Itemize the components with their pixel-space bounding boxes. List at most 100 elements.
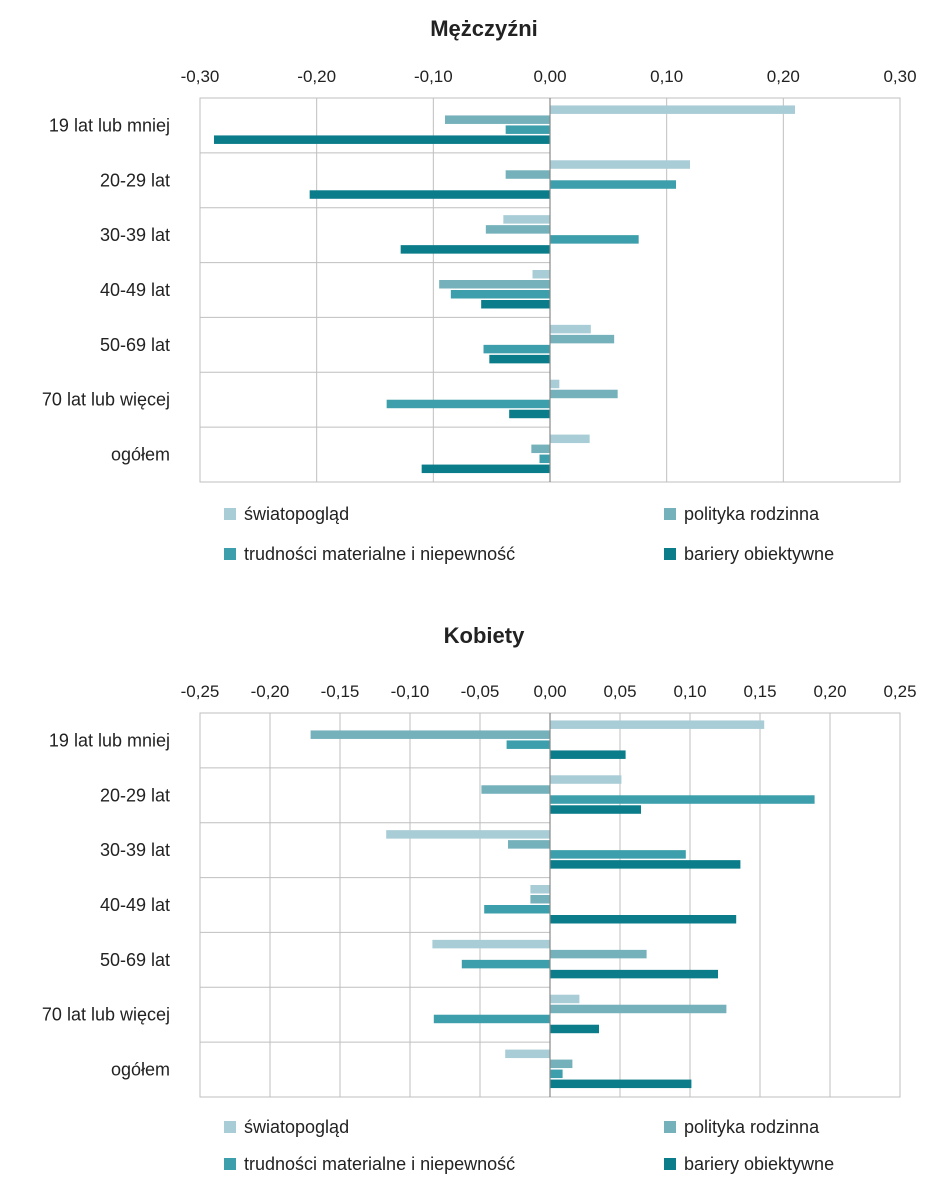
category-label: 30-39 lat <box>100 840 170 860</box>
bar-3-6 <box>421 464 550 474</box>
x-tick-label: 0,15 <box>743 682 776 701</box>
category-label: 20-29 lat <box>100 170 170 190</box>
bar-2-5 <box>433 1014 550 1024</box>
category-label: 50-69 lat <box>100 950 170 970</box>
bar-2-1 <box>550 180 676 189</box>
legend-label: trudności materialne i niepewność <box>244 1154 515 1174</box>
category-label: 20-29 lat <box>100 785 170 805</box>
bar-3-1 <box>550 805 641 814</box>
category-label: 40-49 lat <box>100 280 170 300</box>
x-tick-label: 0,20 <box>813 682 846 701</box>
legend-swatch <box>224 548 236 560</box>
bar-0-5 <box>550 994 580 1004</box>
legend-label: bariery obiektywne <box>684 1154 834 1174</box>
legend-swatch <box>224 1121 236 1133</box>
x-tick-label: 0,10 <box>650 67 683 86</box>
legend-label: światopogląd <box>244 504 349 524</box>
legend-label: światopogląd <box>244 1117 349 1137</box>
bar-2-3 <box>450 290 550 299</box>
category-label: 19 lat lub mniej <box>49 730 170 750</box>
bar-3-6 <box>550 1079 692 1089</box>
x-tick-label: -0,10 <box>414 67 453 86</box>
bar-1-5 <box>550 389 618 399</box>
bar-2-5 <box>386 399 550 409</box>
bar-3-4 <box>489 354 550 364</box>
legend-swatch <box>664 1121 676 1133</box>
bar-1-5 <box>550 1004 727 1014</box>
x-tick-label: -0,05 <box>461 682 500 701</box>
bar-1-6 <box>550 1059 573 1069</box>
x-tick-label: -0,10 <box>391 682 430 701</box>
bar-3-3 <box>481 300 550 309</box>
bar-3-1 <box>309 190 550 199</box>
legend-label: bariery obiektywne <box>684 544 834 564</box>
bar-0-5 <box>550 379 560 389</box>
bar-1-0 <box>310 730 550 739</box>
x-tick-label: -0,30 <box>181 67 220 86</box>
legend-swatch <box>664 1158 676 1170</box>
bar-2-4 <box>461 959 550 969</box>
bar-0-1 <box>550 775 622 784</box>
bar-2-0 <box>506 740 550 749</box>
x-tick-label: -0,20 <box>251 682 290 701</box>
bar-2-2 <box>550 850 686 859</box>
bar-0-0 <box>550 720 765 729</box>
bar-2-4 <box>483 344 550 354</box>
legend-label: polityka rodzinna <box>684 1117 820 1137</box>
x-tick-label: 0,10 <box>673 682 706 701</box>
legend-label: trudności materialne i niepewność <box>244 544 515 564</box>
bar-1-1 <box>505 170 550 179</box>
chart-title: Kobiety <box>444 623 525 648</box>
x-tick-label: 0,00 <box>533 67 566 86</box>
x-tick-label: -0,25 <box>181 682 220 701</box>
category-label: 30-39 lat <box>100 225 170 245</box>
bar-2-6 <box>550 1069 563 1079</box>
category-label: 50-69 lat <box>100 335 170 355</box>
bar-0-3 <box>532 270 550 279</box>
bar-0-1 <box>550 160 690 169</box>
bar-2-6 <box>539 454 550 464</box>
legend-label: polityka rodzinna <box>684 504 820 524</box>
bar-1-2 <box>508 840 550 849</box>
bar-3-4 <box>550 969 718 979</box>
bar-3-5 <box>550 1024 599 1034</box>
bar-0-0 <box>550 105 795 114</box>
bar-3-0 <box>550 750 626 759</box>
bar-1-3 <box>439 280 550 289</box>
category-label: 70 lat lub więcej <box>42 390 170 410</box>
bar-2-1 <box>550 795 815 804</box>
x-tick-label: 0,00 <box>533 682 566 701</box>
bar-3-2 <box>400 245 550 254</box>
category-label: ogółem <box>111 445 170 465</box>
bar-1-0 <box>445 115 550 124</box>
category-label: 40-49 lat <box>100 895 170 915</box>
bar-3-2 <box>550 860 741 869</box>
bar-2-2 <box>550 235 639 244</box>
bar-0-2 <box>386 830 550 839</box>
legend-swatch <box>224 508 236 520</box>
bar-1-4 <box>550 949 647 959</box>
bar-3-0 <box>214 135 550 144</box>
category-label: 70 lat lub więcej <box>42 1005 170 1025</box>
bar-1-3 <box>530 895 550 904</box>
bar-0-3 <box>530 885 550 894</box>
legend-swatch <box>224 1158 236 1170</box>
x-tick-label: 0,20 <box>767 67 800 86</box>
bar-0-6 <box>550 434 590 444</box>
x-tick-label: -0,15 <box>321 682 360 701</box>
bar-2-3 <box>484 905 550 914</box>
bar-3-3 <box>550 915 737 924</box>
legend-swatch <box>664 548 676 560</box>
bar-0-4 <box>432 939 550 949</box>
x-tick-label: -0,20 <box>297 67 336 86</box>
bar-3-5 <box>509 409 550 419</box>
x-tick-label: 0,30 <box>883 67 916 86</box>
category-label: ogółem <box>111 1060 170 1080</box>
bar-1-4 <box>550 334 615 344</box>
bar-2-0 <box>505 125 550 134</box>
chart-title: Mężczyźni <box>430 16 538 41</box>
category-label: 19 lat lub mniej <box>49 115 170 135</box>
bar-1-6 <box>531 444 550 454</box>
bar-0-4 <box>550 324 591 334</box>
